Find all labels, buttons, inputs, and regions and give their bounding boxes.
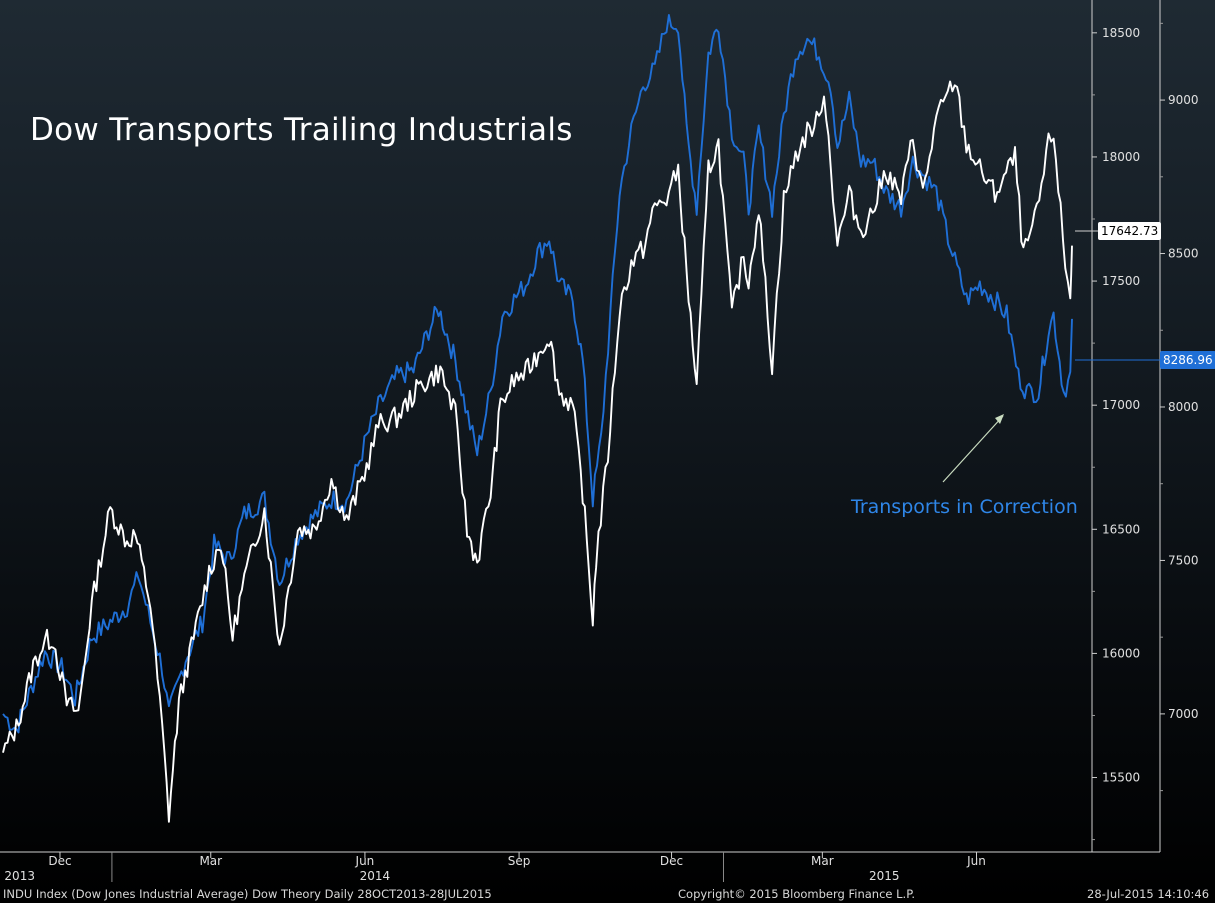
right-axis-tick-label: 7000 [1168,707,1199,721]
annotation-arrow-group [942,230,1160,483]
x-axis-tick-label: Dec [48,854,71,868]
x-axis-tick-label: Mar [199,854,222,868]
x-axis-tick-label: Mar [811,854,834,868]
left-axis-tick-label: 18000 [1102,150,1140,164]
x-axis-tick-label: Dec [660,854,683,868]
right-axis-tick-label: 9000 [1168,93,1199,107]
left-axis-tick-label: 17000 [1102,398,1140,412]
industrials-last-value-badge: 17642.73 [1098,222,1162,240]
left-axis-tick-label: 16500 [1102,522,1140,536]
transports-last-value-badge: 8286.96 [1160,351,1215,369]
x-axis-year-label: 2013 [4,869,35,883]
x-axis-year-label: 2014 [360,869,391,883]
annotation-arrow [942,415,1004,483]
footer-copyright: Copyright© 2015 Bloomberg Finance L.P. [678,887,915,901]
left-axis-tick-label: 15500 [1102,771,1140,785]
footer-timestamp: 28-Jul-2015 14:10:46 [1087,887,1210,901]
right-axis-tick-label: 7500 [1168,553,1199,567]
transports-line [2,14,1073,734]
right-axis-tick-label: 8000 [1168,400,1199,414]
annotation-label: Transports in Correction [851,496,1078,518]
x-axis-year-label: 2015 [869,869,900,883]
x-axis-tick-label: Jun [355,854,375,868]
annotation-arrowhead [995,414,1004,424]
right-axis-tick-label: 8500 [1168,247,1199,261]
left-axis-tick-label: 18500 [1102,26,1140,40]
x-axis-tick-label: Jun [966,854,986,868]
left-axis-tick-label: 17500 [1102,274,1140,288]
left-axis-tick-label: 16000 [1102,646,1140,660]
chart-title: Dow Transports Trailing Industrials [30,112,573,148]
industrials-line [2,80,1073,823]
footer-source: INDU Index (Dow Jones Industrial Average… [3,887,492,901]
series-lines [2,14,1073,823]
axes [0,0,1161,853]
tick-labels: 15500 16000 16500 17000 17500 18000 18500 7000 7… [4,22,1199,883]
x-axis-tick-label: Sep [508,854,531,868]
